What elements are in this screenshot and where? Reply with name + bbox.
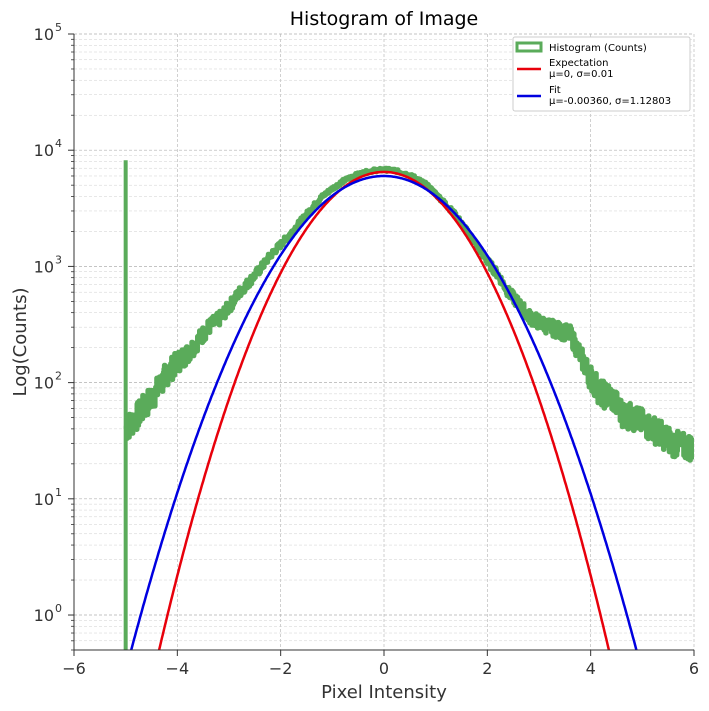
y-tick-exponent: 5 <box>55 21 62 34</box>
legend-label-expectation: Expectation <box>549 58 608 69</box>
x-tick-label: 6 <box>689 659 699 678</box>
y-tick-exponent: 3 <box>55 253 62 266</box>
legend-label-fit-params: μ=-0.00360, σ=1.12803 <box>549 96 671 107</box>
legend-label-histogram: Histogram (Counts) <box>549 43 647 54</box>
y-tick-label: 10 <box>34 141 54 160</box>
y-tick-label: 10 <box>34 606 54 625</box>
y-tick-exponent: 0 <box>55 602 62 615</box>
x-tick-label: 2 <box>482 659 492 678</box>
chart-title: Histogram of Image <box>290 8 478 30</box>
histogram-series <box>123 165 694 463</box>
y-tick-exponent: 1 <box>55 486 62 499</box>
x-tick-label: 0 <box>379 659 389 678</box>
legend-label-expectation-params: μ=0, σ=0.01 <box>549 69 613 80</box>
y-tick-label: 10 <box>34 374 54 393</box>
legend: Histogram (Counts) Expectation μ=0, σ=0.… <box>512 36 691 112</box>
x-tick-label: −2 <box>269 659 293 678</box>
legend-label-fit: Fit <box>549 85 561 96</box>
y-tick-label: 10 <box>34 490 54 509</box>
series-layer <box>123 160 694 650</box>
grid <box>73 33 695 651</box>
y-tick-label: 10 <box>34 25 54 44</box>
legend-swatch-histogram <box>515 41 543 53</box>
y-tick-label: 10 <box>34 257 54 276</box>
expectation-curve <box>157 170 611 650</box>
legend-box <box>512 36 691 112</box>
fit-curve <box>129 174 638 650</box>
x-axis-label: Pixel Intensity <box>321 682 447 703</box>
x-tick-label: −4 <box>166 659 190 678</box>
y-tick-exponent: 4 <box>55 137 62 150</box>
y-tick-exponent: 2 <box>55 370 62 383</box>
y-axis-label: Log(Counts) <box>10 287 31 396</box>
x-tick-label: −6 <box>62 659 86 678</box>
x-tick-label: 4 <box>586 659 596 678</box>
